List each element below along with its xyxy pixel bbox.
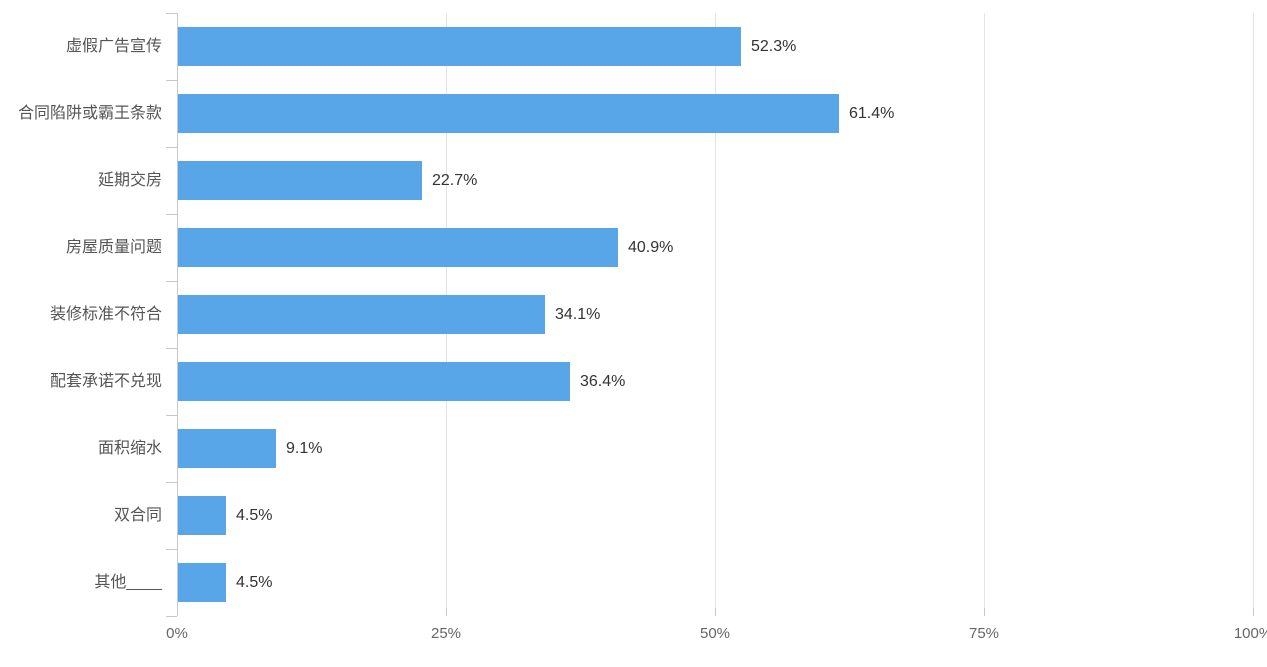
bar-5 [178, 362, 570, 401]
bar-value-label: 4.5% [236, 574, 273, 591]
bar-value-label: 9.1% [286, 440, 323, 457]
bar-value-label: 22.7% [432, 172, 478, 189]
bar-value-label: 40.9% [628, 239, 674, 256]
x-tick-label-0: 0% [166, 625, 188, 642]
category-label: 配套承诺不兑现 [49, 373, 162, 390]
bar-4 [178, 295, 545, 334]
gridline-50 [715, 13, 716, 608]
bar-0 [178, 27, 741, 66]
x-tick-label-75: 75% [968, 625, 1000, 642]
y-axis-tick [166, 147, 177, 148]
x-axis-tick-25 [446, 608, 447, 616]
bar-6 [178, 429, 276, 468]
x-axis-tick-75 [984, 608, 985, 616]
x-tick-label-50: 50% [699, 625, 731, 642]
x-tick-label-25: 25% [430, 625, 462, 642]
y-axis-tick [166, 80, 177, 81]
bar-1 [178, 94, 839, 133]
category-label: 虚假广告宣传 [65, 38, 162, 55]
y-axis-tick [166, 348, 177, 349]
y-axis-tick [166, 482, 177, 483]
category-label: 装修标准不符合 [49, 306, 162, 323]
bar-2 [178, 161, 422, 200]
x-axis-tick-100 [1253, 608, 1254, 616]
category-label: 其他____ [94, 574, 162, 591]
bar-7 [178, 496, 226, 535]
y-axis-tick [166, 549, 177, 550]
bar-3 [178, 228, 618, 267]
x-axis-tick-50 [715, 608, 716, 616]
gridline-100 [1253, 13, 1254, 608]
y-axis-tick [166, 214, 177, 215]
bar-value-label: 52.3% [751, 38, 797, 55]
y-axis-line [177, 13, 178, 616]
category-label: 双合同 [113, 507, 162, 524]
gridline-75 [984, 13, 985, 608]
y-axis-tick [166, 616, 177, 617]
category-label: 合同陷阱或霸王条款 [17, 105, 162, 122]
bar-value-label: 4.5% [236, 507, 273, 524]
bar-value-label: 34.1% [555, 306, 601, 323]
x-tick-label-100: 100% [1233, 625, 1267, 642]
category-label: 面积缩水 [97, 440, 162, 457]
y-axis-tick [166, 281, 177, 282]
y-axis-tick [166, 13, 177, 14]
bar-value-label: 36.4% [580, 373, 626, 390]
category-label: 房屋质量问题 [65, 239, 162, 256]
y-axis-tick [166, 415, 177, 416]
bar-8 [178, 563, 226, 602]
category-label: 延期交房 [97, 172, 162, 189]
bar-value-label: 61.4% [849, 105, 895, 122]
